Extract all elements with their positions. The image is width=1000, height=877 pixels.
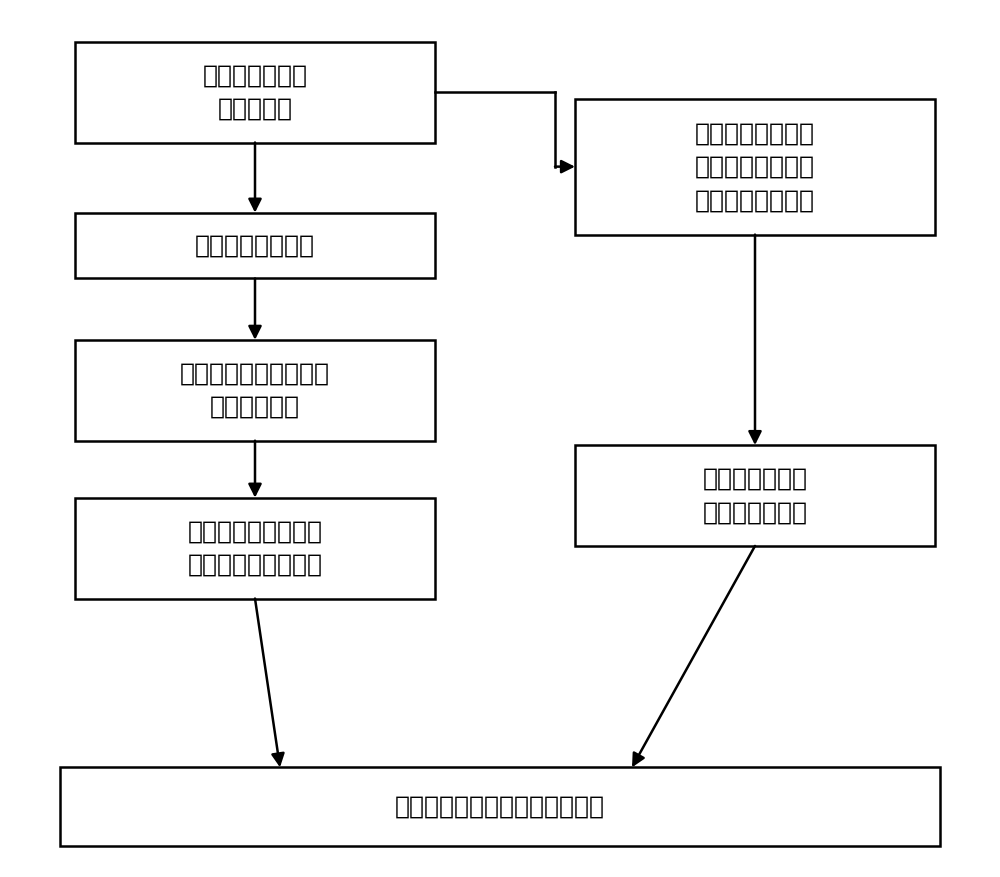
Bar (75, 497, 435, 598)
Text: 计算传感器对样本点响
应的幅值能量: 计算传感器对样本点响 应的幅值能量 (180, 361, 330, 419)
Text: 分布式光纤光栅
传感器布局: 分布式光纤光栅 传感器布局 (202, 63, 308, 121)
Bar (75, 41, 435, 142)
Bar (75, 339, 435, 440)
Bar (75, 212, 435, 279)
Bar (575, 98, 935, 234)
Text: 划分冲击监测区域: 划分冲击监测区域 (195, 233, 315, 258)
Text: 建立传感器冲击响应
幅值能量与距离关系: 建立传感器冲击响应 幅值能量与距离关系 (188, 519, 322, 577)
Text: 确定未知待测点的精确位置坐标: 确定未知待测点的精确位置坐标 (395, 795, 605, 819)
Bar (60, 767, 940, 846)
Text: 二分法确定未知
待测点所在区域: 二分法确定未知 待测点所在区域 (702, 467, 808, 524)
Bar (575, 445, 935, 545)
Text: 计算待测冲击点所
对应不同编号传感
器的响应幅值能量: 计算待测冲击点所 对应不同编号传感 器的响应幅值能量 (695, 121, 815, 212)
